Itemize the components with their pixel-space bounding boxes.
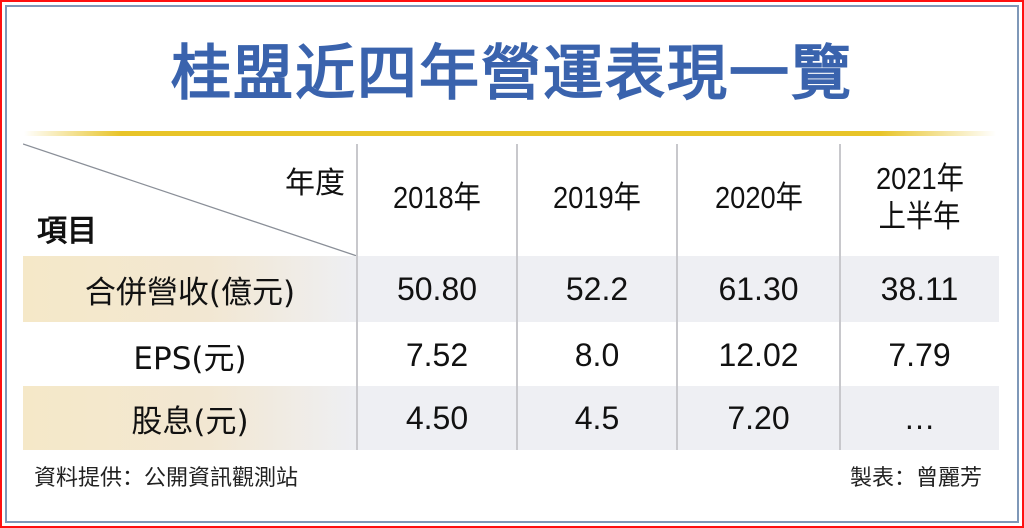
column-divider: [839, 144, 841, 450]
cell-2020: 61.30: [718, 270, 799, 307]
column-divider: [516, 144, 518, 450]
chart-title: 桂盟近四年營運表現一覽: [171, 39, 853, 109]
diagonal-divider: [23, 143, 357, 256]
table-row-eps: EPS(元) 7.52 8.0 12.02 7.79: [23, 322, 999, 388]
item-axis-label: 項目: [37, 214, 97, 249]
cell-2019: 8.0: [574, 336, 620, 373]
data-source: 資料提供：公開資訊觀測站: [34, 466, 299, 491]
row-label: EPS(元): [133, 340, 247, 377]
row-label: 合併營收(億元): [23, 256, 357, 322]
column-divider: [676, 144, 678, 450]
cell-2018: 50.80: [396, 270, 478, 307]
cell-2021h1: …: [903, 399, 936, 436]
year-sublabel: 上半年: [878, 199, 961, 234]
cell-2018: 4.50: [405, 399, 469, 436]
row-label: 股息(元): [23, 386, 357, 450]
header-2020: 2020年: [677, 140, 840, 256]
year-label: 2020年: [714, 180, 803, 215]
chart-credit: 製表：曾麗芳: [849, 466, 982, 491]
cell-2020: 7.20: [727, 399, 790, 436]
cell-2020: 12.02: [718, 336, 799, 373]
cell-2021h1: 38.11: [880, 270, 959, 307]
year-label: 2021年: [875, 161, 964, 196]
header-2021h1: 2021年 上半年: [840, 140, 999, 256]
data-table: 合併營收(億元) 50.80 52.2 61.30 38.11 EPS(元) 7…: [23, 140, 999, 450]
header-2018: 2018年: [357, 140, 517, 256]
cell-2021h1: 7.79: [888, 336, 951, 373]
table-row-dividend: 股息(元) 4.50 4.5 7.20 …: [23, 386, 999, 450]
year-axis-label: 年度: [285, 166, 345, 201]
title-underline: [24, 131, 996, 136]
table-header: 年度 項目 2018年 2019年 2020年 2021年 上半年: [23, 140, 999, 256]
cell-2018: 7.52: [405, 336, 469, 373]
cell-2019: 52.2: [565, 270, 629, 307]
cell-2019: 4.5: [574, 399, 620, 436]
corner-header-cell: 年度 項目: [23, 140, 357, 256]
column-divider: [356, 144, 358, 450]
year-label: 2018年: [393, 180, 481, 215]
year-label: 2019年: [553, 180, 641, 215]
header-2019: 2019年: [517, 140, 677, 256]
table-row-revenue: 合併營收(億元) 50.80 52.2 61.30 38.11: [23, 256, 999, 322]
